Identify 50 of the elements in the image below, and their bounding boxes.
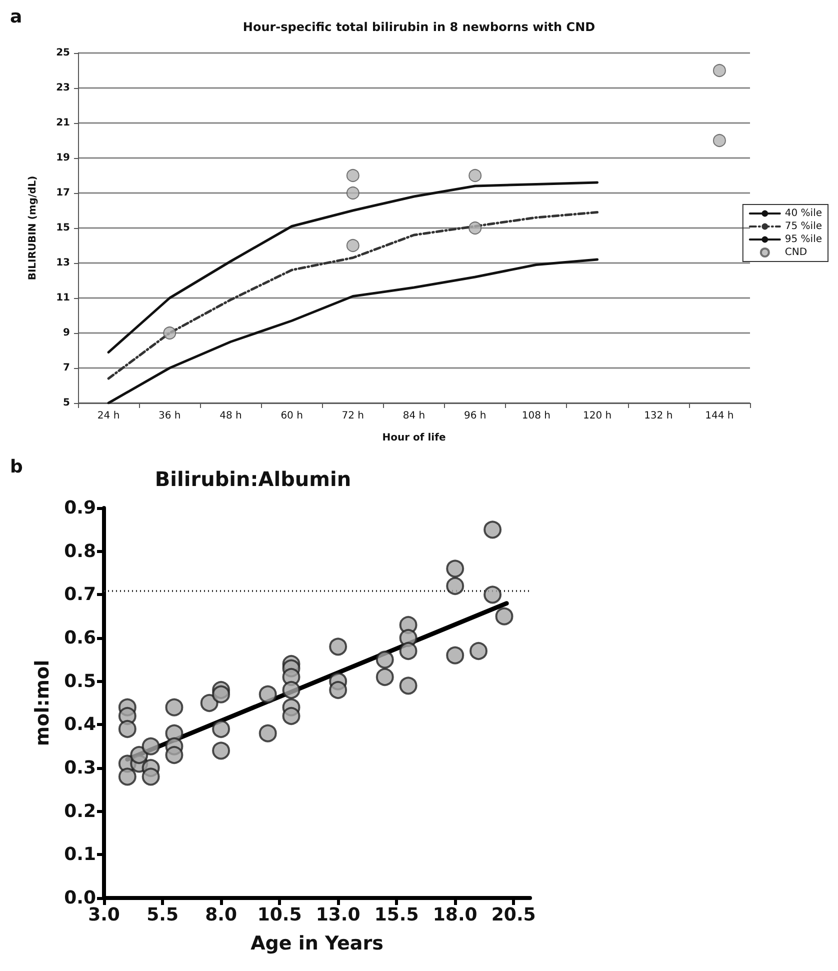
y-tick-label: 9	[63, 328, 70, 338]
x-tick-label: 24 h	[97, 410, 120, 422]
y-tick-label: 0.6	[64, 628, 96, 648]
y-tick-label: 0.1	[64, 844, 96, 866]
x-tick-label: 108 h	[522, 410, 550, 422]
y-tick-label: 0.8	[64, 540, 96, 562]
legend-label: 75 %ile	[784, 221, 822, 232]
x-tick-label: 72 h	[342, 410, 364, 422]
x-tick-label: 18.0	[432, 904, 478, 926]
legend-label: CND	[784, 247, 808, 258]
y-tick-label: 19	[56, 152, 70, 164]
x-tick-label: 36 h	[158, 410, 181, 422]
x-tick-label: 10.5	[257, 904, 302, 926]
y-tick-label: 17	[56, 188, 70, 198]
x-tick-label: 15.5	[374, 904, 419, 926]
legend-label: 95 %ile	[784, 234, 822, 245]
x-axis-title: Hour of life	[382, 432, 446, 444]
y-tick-label: 23	[56, 82, 70, 94]
y-tick-label: 0.9	[64, 498, 96, 518]
y-tick-label: 13	[56, 258, 70, 268]
x-tick-label: 13.0	[316, 904, 360, 926]
text: b	[10, 456, 23, 478]
x-tick-label: 96 h	[464, 410, 486, 422]
legend-label: 40 %ile	[784, 208, 822, 219]
y-axis-title: BILIRUBIN (mg/dL)	[28, 176, 38, 280]
x-tick-label: 120 h	[582, 410, 612, 422]
y-tick-label: 0.2	[64, 800, 96, 822]
x-tick-label: 132 h	[644, 410, 673, 422]
x-tick-label: 48 h	[220, 410, 242, 422]
y-tick-label: 25	[56, 48, 70, 58]
x-tick-label: 5.5	[146, 904, 178, 926]
chart-title: Bilirubin:Albumin	[154, 467, 352, 491]
y-tick-label: 21	[56, 118, 70, 128]
y-tick-label: 7	[63, 362, 70, 374]
x-axis-title: Age in Years	[250, 932, 384, 954]
chart-title: Hour-specific total bilirubin in 8 newborns with CND	[242, 20, 596, 34]
y-tick-label: 15	[56, 222, 70, 234]
y-tick-label: 0.7	[64, 584, 96, 606]
x-tick-label: 8.0	[205, 904, 237, 926]
x-tick-label: 84 h	[402, 410, 426, 422]
text: a	[10, 6, 22, 28]
y-tick-label: 11	[56, 292, 70, 304]
y-tick-label: 0.4	[64, 714, 96, 736]
y-tick-label: 0.5	[64, 670, 96, 692]
y-tick-label: 5	[63, 398, 70, 408]
y-axis-title: mol:mol	[32, 660, 54, 746]
x-tick-label: 60 h	[280, 410, 303, 422]
x-tick-label: 144 h	[705, 410, 734, 422]
y-tick-label: 0.3	[64, 758, 96, 778]
x-tick-label: 20.5	[491, 904, 536, 926]
